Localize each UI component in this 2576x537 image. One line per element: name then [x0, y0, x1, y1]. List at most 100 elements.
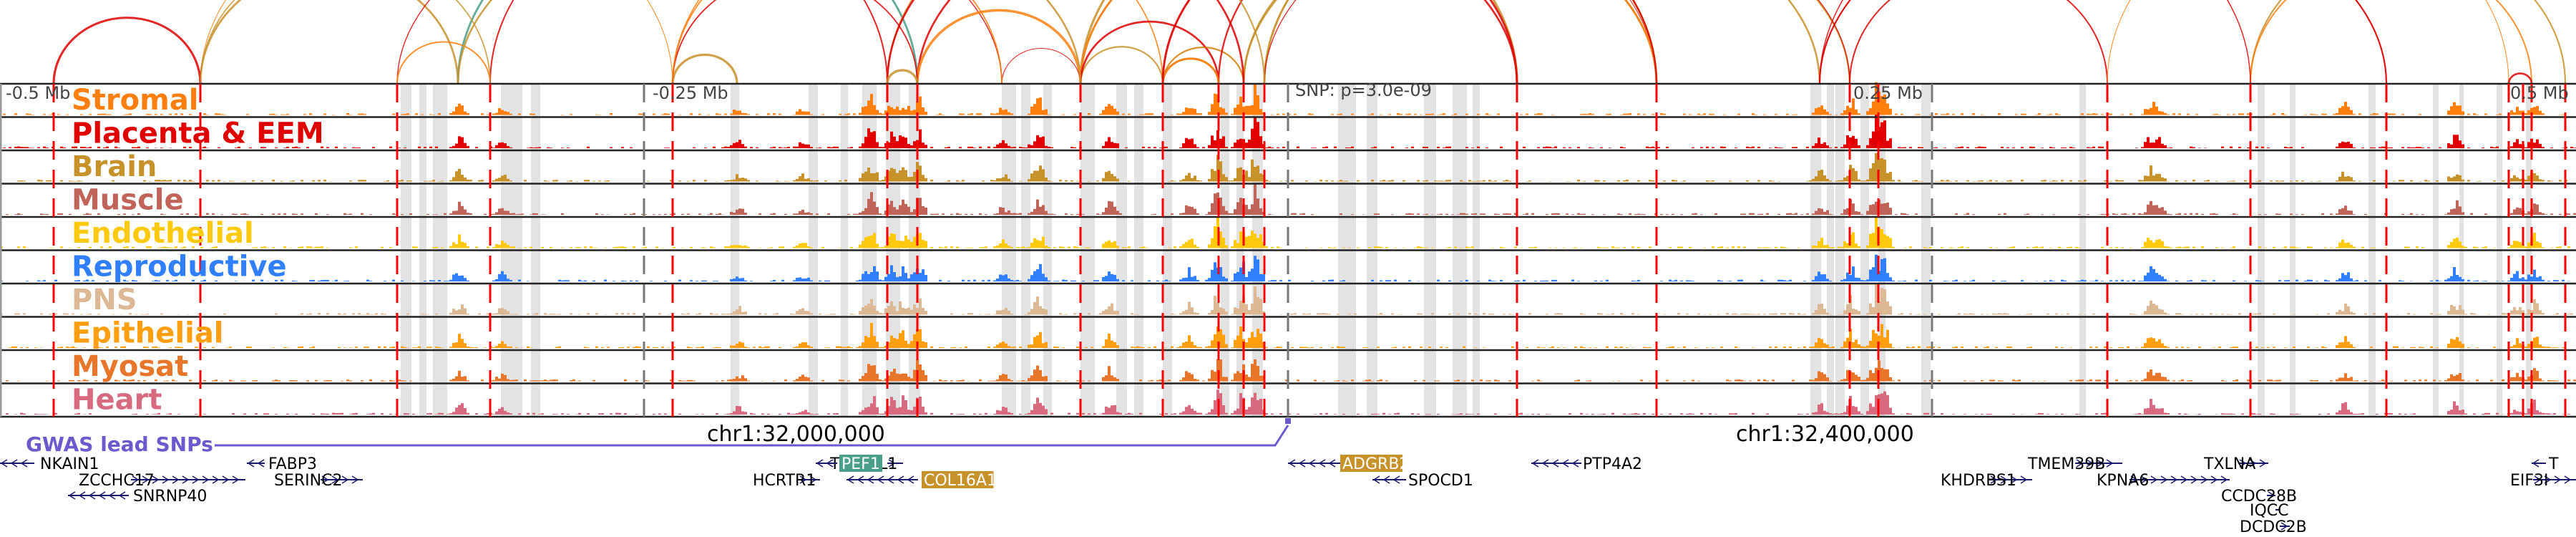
signal-tracks [0, 82, 2576, 418]
chromatin-loop-arc [916, 9, 1082, 84]
gene-adgrb2[interactable]: ADGRB2 [1288, 455, 1409, 473]
chromatin-loop-arc [1264, 0, 1850, 84]
chromatin-loop-arc [200, 0, 491, 84]
gene-col16a1[interactable]: COL16A1 [847, 471, 997, 490]
gene-ptp4a2[interactable]: PTP4A2 [1531, 455, 1642, 473]
gene-pef1[interactable]: PEF1 [816, 455, 882, 473]
strand-arrow-icon [1298, 459, 1306, 468]
gene-serinc2[interactable]: SERINC2 [274, 472, 363, 490]
strand-arrow-icon [257, 459, 265, 468]
gene-label: HCRTR1 [753, 472, 816, 490]
chromatin-loop-arc [886, 0, 1245, 84]
strand-arrow-icon [2106, 459, 2114, 468]
gene-label: TMEM39B [2027, 455, 2105, 473]
coordinate-label-32400000: chr1:32,400,000 [1736, 422, 1914, 447]
coordinate-label-32000000: chr1:32,000,000 [707, 422, 885, 447]
chromatin-loop-arc [1161, 47, 1245, 84]
genomic-coordinates: chr1:32,000,000 chr1:32,400,000 [707, 422, 1914, 447]
strand-arrow-icon [182, 475, 190, 484]
strand-arrow-icon [2239, 459, 2247, 468]
scale-markers: -0.5 Mb -0.25 Mb SNP: p=3.0e-09 0.25 Mb … [6, 80, 2569, 103]
gene-snrnp40[interactable]: SNRNP40 [68, 488, 207, 505]
track-label: Endothelial [72, 217, 254, 250]
gwas-track-label: GWAS lead SNPs [26, 432, 213, 456]
strand-arrow-icon [351, 475, 359, 484]
gene-annotation-track: NKAIN1ZCCHC17SNRNP40FABP3SERINC2TINAGL1H… [0, 455, 2576, 536]
track-reproductive [0, 249, 2576, 281]
chromatin-loop-arcs [52, 0, 2567, 84]
gene-nkain1[interactable]: NKAIN1 [0, 455, 99, 473]
gene-label: SERINC2 [274, 472, 342, 490]
strand-arrow-icon [1308, 459, 1316, 468]
strand-arrow-icon [0, 459, 8, 468]
chromatin-loop-arc [1162, 47, 1244, 84]
gene-txlna[interactable]: TXLNA [2203, 455, 2268, 473]
strand-arrow-icon [2150, 475, 2158, 484]
strand-arrow-icon [88, 491, 96, 500]
gene-hcrtr1[interactable]: HCRTR1 [753, 472, 820, 490]
gene-khdrbs1[interactable]: KHDRBS1 [1941, 472, 2032, 490]
strand-arrow-icon [78, 491, 86, 500]
chromatin-loop-arc [1079, 20, 1220, 84]
track-label: Myosat [72, 350, 188, 383]
strand-arrow-icon [98, 491, 106, 500]
strand-arrow-icon [2130, 475, 2138, 484]
gene-label: DCDC2B [2240, 518, 2307, 536]
strand-arrow-icon [68, 491, 76, 500]
strand-arrow-icon [341, 475, 349, 484]
strand-arrow-icon [2220, 475, 2228, 484]
strand-arrow-icon [1288, 459, 1296, 468]
strand-arrow-icon [118, 491, 126, 500]
strand-arrow-icon [132, 475, 140, 484]
strand-arrow-icon [142, 475, 150, 484]
gene-t[interactable]: T [2532, 455, 2559, 473]
chromatin-loop-arc [1819, 0, 2387, 84]
strand-arrow-icon [202, 475, 210, 484]
strand-arrow-icon [867, 475, 874, 484]
track-pns [0, 282, 2576, 315]
gene-tmem39b[interactable]: TMEM39B [2027, 455, 2122, 473]
gene-ccdc28b[interactable]: CCDC28B [2221, 488, 2297, 505]
signal-bars [6, 183, 2576, 215]
gwas-track: GWAS lead SNPs [26, 418, 1291, 456]
gwas-snp-marker[interactable] [1285, 418, 1291, 424]
gene-fabp3[interactable]: FABP3 [247, 455, 317, 473]
gene-spocd1[interactable]: SPOCD1 [1372, 472, 1473, 490]
gene-label: SPOCD1 [1408, 472, 1473, 490]
snp-pvalue-label: SNP: p=3.0e-09 [1295, 80, 1432, 100]
gene-label: ZCCHC17 [79, 472, 155, 490]
strand-arrow-icon [857, 475, 864, 484]
strand-arrow-icon [2010, 475, 2018, 484]
chromatin-loop-arc [2107, 0, 2509, 84]
gene-label: TXLNA [2203, 455, 2255, 473]
chromatin-loop-arc [886, 0, 1266, 84]
strand-arrow-icon [2249, 459, 2257, 468]
strand-arrow-icon [816, 459, 824, 468]
chromatin-loop-arc [457, 0, 1082, 84]
gene-eif3i[interactable]: EIF3I [2510, 472, 2576, 490]
gwas-connector-line [215, 425, 1289, 447]
strand-arrow-icon [2140, 475, 2148, 484]
chromatin-loop-arc [1242, 0, 1821, 84]
gene-label: PEF1 [841, 455, 880, 473]
strand-arrow-icon [2554, 475, 2562, 484]
chromatin-loop-arc [52, 16, 202, 84]
gene-label: CCDC28B [2221, 488, 2297, 505]
gene-dcdc2b[interactable]: DCDC2B [2240, 518, 2307, 536]
strand-arrow-icon [2076, 459, 2084, 468]
gene-iqcc[interactable]: IQCC [2250, 502, 2289, 520]
gene-zcchc17[interactable]: ZCCHC17 [79, 472, 245, 490]
strand-arrow-icon [2020, 475, 2028, 484]
gene-highlight [839, 455, 882, 472]
strand-arrow-icon [212, 475, 220, 484]
strand-arrow-icon [1382, 475, 1390, 484]
gene-label: FABP3 [268, 455, 317, 473]
scale-right-label: 0.5 Mb [2510, 83, 2569, 103]
gene-kpna6[interactable]: KPNA6 [2097, 472, 2230, 490]
strand-arrow-icon [1571, 459, 1579, 468]
chromatin-loop-arc [1242, 0, 1851, 84]
gene-label: T [2548, 455, 2559, 473]
chromatin-loop-arc [396, 41, 491, 84]
